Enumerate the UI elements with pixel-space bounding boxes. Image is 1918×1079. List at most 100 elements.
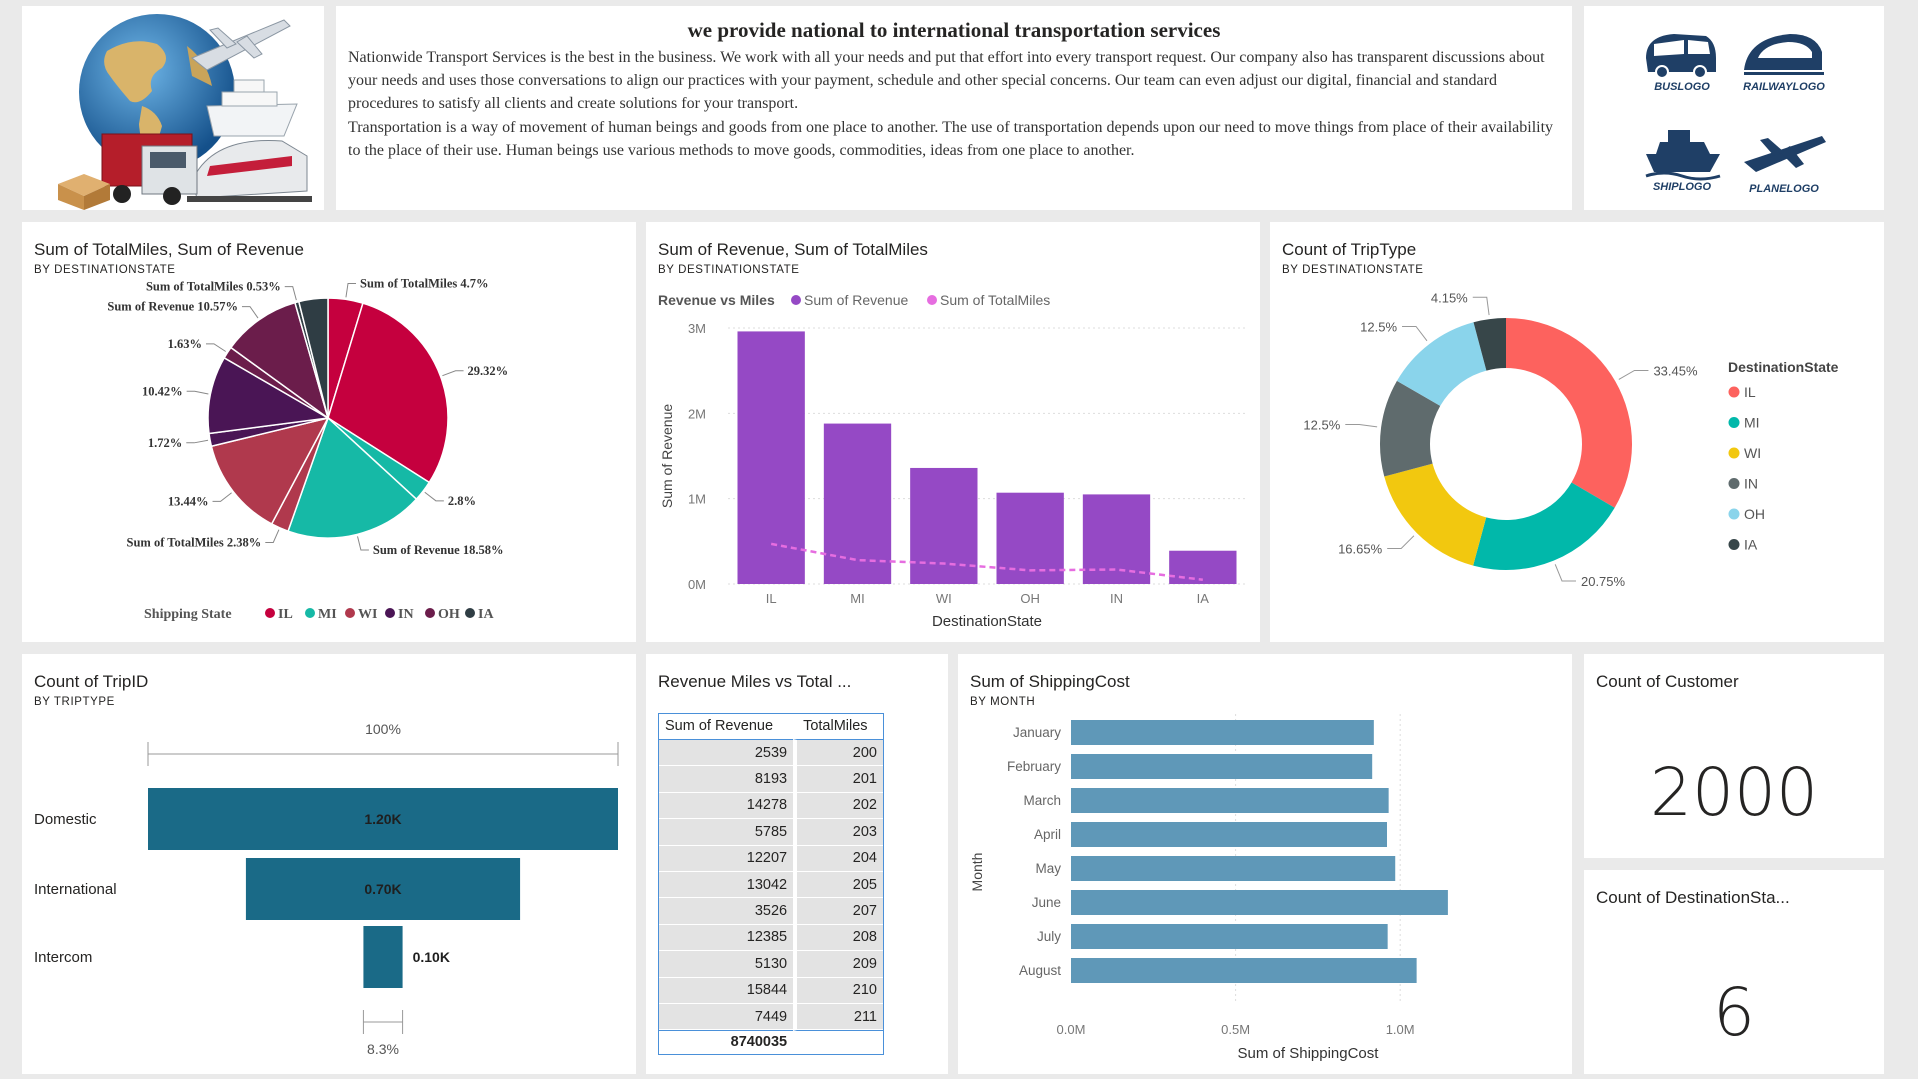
revenue-bar-ia[interactable] — [1169, 550, 1237, 584]
donut-legend-marker-oh — [1728, 508, 1740, 520]
combo-ytick-label: 3M — [688, 321, 706, 336]
railway-logo-icon: RAILWAYLOGO — [1743, 34, 1825, 93]
pie-data-label: Sum of Revenue 10.57% — [107, 300, 238, 314]
pie-data-label: 10.42% — [142, 384, 183, 398]
combo-title: Sum of Revenue, Sum of TotalMiles — [658, 240, 928, 259]
trip-type-donut-chart[interactable]: 33.45% 20.75% 16.65% 12.5% 12.5% 4.15% Destina… — [1270, 222, 1884, 642]
donut-legend-label-in[interactable]: IN — [1744, 476, 1758, 492]
column-header-revenue[interactable]: Sum of Revenue — [659, 714, 794, 740]
table-row[interactable]: 5130 209 — [659, 951, 883, 978]
hbar-subtitle: BY MONTH — [970, 696, 1036, 708]
donut-slice-oh[interactable] — [1396, 322, 1487, 406]
hbar-bar-april[interactable] — [1071, 822, 1387, 847]
box-icon — [58, 174, 110, 210]
funnel-category-label: International — [34, 881, 117, 898]
hbar-category-label: April — [1034, 827, 1061, 842]
hbar-y-axis-label: Month — [969, 853, 985, 892]
donut-legend-label-il[interactable]: IL — [1744, 384, 1756, 400]
donut-legend-marker-mi — [1728, 417, 1740, 428]
revenue-bar-il[interactable] — [737, 331, 805, 584]
revenue-cell: 12207 — [659, 845, 794, 872]
table-row[interactable]: 7449 211 — [659, 1003, 883, 1031]
combo-y-axis-label: Sum of Revenue — [659, 404, 675, 508]
trip-funnel-chart[interactable]: 100% Domestic 1.20K International 0.70K Inter… — [22, 654, 636, 1074]
donut-slice-ia[interactable] — [1473, 318, 1506, 371]
combo-legend-marker — [791, 295, 801, 305]
hbar-bar-june[interactable] — [1071, 890, 1448, 915]
transport-globe-illustration — [58, 14, 312, 210]
table-row[interactable]: 2539 200 — [659, 740, 883, 767]
pie-slice-oh-revenue[interactable] — [229, 301, 330, 420]
pie-slice-wi-revenue[interactable] — [210, 416, 330, 525]
hbar-xtick-label: 1.0M — [1386, 1022, 1415, 1037]
hbar-bar-march[interactable] — [1071, 788, 1389, 813]
donut-subtitle: BY DESTINATIONSTATE — [1282, 264, 1424, 276]
revenue-miles-table[interactable]: Sum of Revenue TotalMiles 2539 200 8193 201… — [658, 713, 884, 1056]
hbar-bar-july[interactable] — [1071, 924, 1388, 949]
table-row[interactable]: 15844 210 — [659, 977, 883, 1004]
legend-label-oh[interactable]: OH — [438, 607, 460, 622]
donut-legend-label-wi[interactable]: WI — [1744, 445, 1761, 461]
pie-leader-line — [424, 491, 444, 502]
donut-slice-mi[interactable] — [1473, 482, 1615, 570]
pie-data-label: 29.32% — [468, 364, 509, 378]
funnel-bar-intercom[interactable] — [363, 926, 403, 988]
donut-leader-line — [1345, 424, 1378, 428]
hbar-category-label: July — [1037, 929, 1061, 944]
revenue-bar-wi[interactable] — [910, 467, 978, 584]
bus-logo-icon: BUSLOGO — [1646, 34, 1716, 93]
hbar-bar-january[interactable] — [1071, 720, 1374, 745]
funnel-title: Count of TripID — [34, 672, 149, 691]
pie-slice-il-revenue[interactable] — [327, 302, 449, 484]
totalmiles-line[interactable] — [770, 542, 1203, 581]
donut-leader-line — [1387, 535, 1415, 549]
table-row[interactable]: 14278 202 — [659, 792, 883, 820]
bus-logo-label: BUSLOGO — [1654, 81, 1710, 93]
pie-slice-in-revenue[interactable] — [207, 356, 331, 435]
revenue-cell: 2539 — [659, 740, 794, 767]
hbar-bar-august[interactable] — [1071, 958, 1417, 983]
pie-leader-line — [284, 286, 297, 301]
table-row[interactable]: 13042 205 — [659, 871, 883, 899]
donut-legend-label-ia[interactable]: IA — [1744, 537, 1758, 553]
donut-slice-il[interactable] — [1506, 318, 1632, 508]
funnel-bar-international[interactable] — [245, 858, 521, 920]
table-row[interactable]: 12207 204 — [659, 845, 883, 872]
pie-chart[interactable]: Sum of TotalMiles 4.7% 29.32% 2.8% Sum of R… — [22, 222, 636, 642]
donut-slice-in[interactable] — [1380, 380, 1441, 477]
totalmiles-cell: 203 — [793, 819, 883, 846]
truck-icon — [101, 133, 198, 205]
revenue-bar-mi[interactable] — [823, 423, 892, 584]
legend-label-ia[interactable]: IA — [478, 607, 494, 622]
hbar-bar-may[interactable] — [1071, 856, 1396, 881]
funnel-bar-domestic[interactable] — [148, 788, 618, 850]
pie-title: Sum of TotalMiles, Sum of Revenue — [34, 240, 304, 259]
table-row[interactable]: 5785 203 — [659, 819, 883, 846]
donut-legend-label-oh[interactable]: OH — [1744, 506, 1765, 522]
donut-title: Count of TripType — [1282, 240, 1417, 259]
pie-slice-ia-revenue[interactable] — [297, 297, 329, 419]
pie-data-label: 2.8% — [448, 494, 476, 508]
combo-ytick-label: 2M — [688, 406, 706, 421]
combo-legend-label[interactable]: Sum of TotalMiles — [940, 292, 1050, 308]
donut-legend-label-mi[interactable]: MI — [1744, 415, 1760, 431]
legend-label-il[interactable]: IL — [278, 607, 293, 622]
pie-slice-mi-revenue[interactable] — [287, 416, 418, 539]
combo-ytick-label: 0M — [688, 577, 706, 592]
legend-label-wi[interactable]: WI — [358, 607, 377, 622]
combo-legend-label[interactable]: Sum of Revenue — [804, 292, 908, 308]
hbar-bar-february[interactable] — [1071, 754, 1373, 779]
table-row[interactable]: 12385 208 — [659, 924, 883, 952]
table-row[interactable]: 8193 201 — [659, 766, 883, 793]
donut-legend-marker-ia — [1728, 539, 1740, 550]
legend-label-in[interactable]: IN — [398, 607, 414, 622]
train-icon — [187, 140, 312, 202]
combo-card: Sum of Revenue, Sum of TotalMiles BY DES… — [646, 222, 1260, 642]
donut-slice-wi[interactable] — [1384, 463, 1487, 566]
column-header-totalmiles[interactable]: TotalMiles — [793, 714, 883, 740]
revenue-miles-combo-chart[interactable]: Revenue vs Miles Sum of Revenue Sum of Tot… — [646, 222, 1260, 642]
shipping-cost-bar-chart[interactable]: 0.0M 0.5M 1.0M January February March April May… — [958, 654, 1572, 1074]
revenue-bar-oh[interactable] — [996, 492, 1064, 584]
table-row[interactable]: 3526 207 — [659, 898, 883, 925]
legend-label-mi[interactable]: MI — [318, 607, 337, 622]
